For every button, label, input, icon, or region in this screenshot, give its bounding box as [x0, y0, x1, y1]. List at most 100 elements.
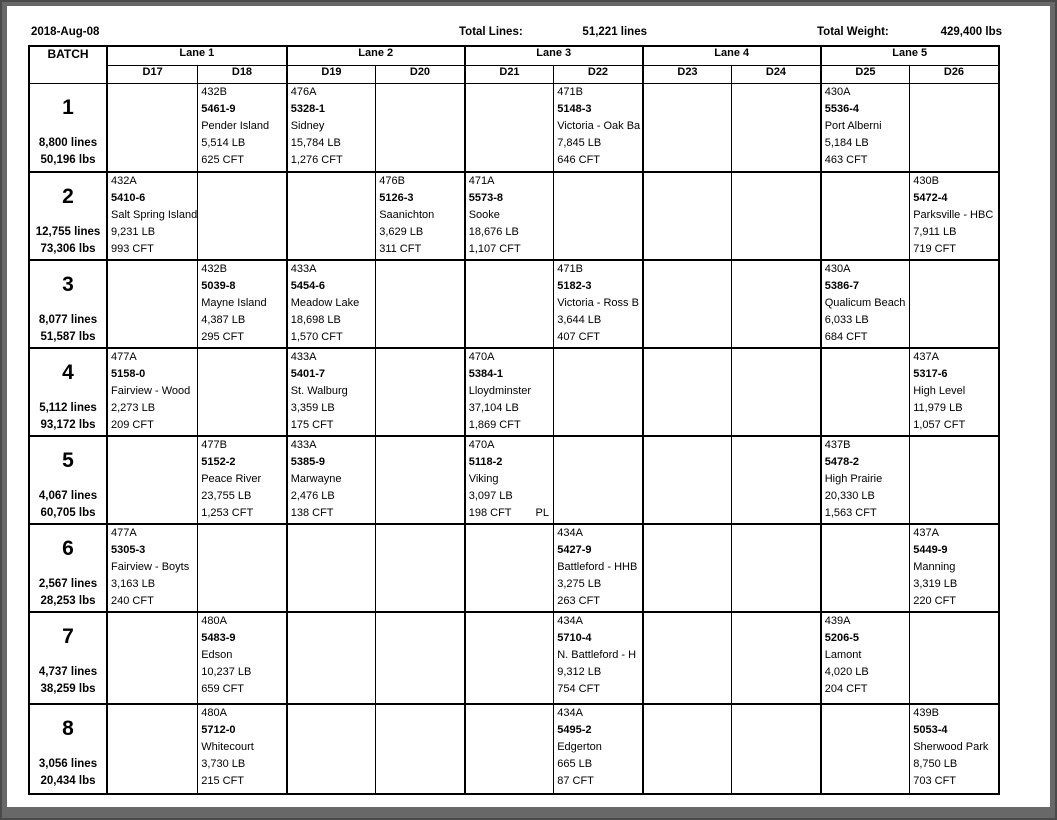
shipment-cell	[819, 171, 911, 261]
route-number: 5449-9	[913, 543, 948, 556]
route-number: 5148-3	[557, 103, 592, 115]
lane-header: Lane 5	[819, 45, 1000, 66]
destination: Sidney	[290, 120, 325, 132]
carrier-code: 470A	[468, 438, 495, 451]
shipment-volume: 311 CFT	[377, 241, 464, 258]
route-number: 5317-6	[913, 367, 948, 380]
volume-value: 1,057 CFT	[913, 418, 966, 431]
volume-value: 263 CFT	[557, 594, 601, 607]
schedule-table: BATCH Lane 1 Lane 2 Lane 3 Lane 4 Lane 5 D17 D1…	[28, 45, 1000, 795]
total-lines-label: Total Lines:	[459, 26, 523, 38]
shipment-cell: 480A 5483-9 Edson 10,237 LB 659 CFT	[197, 611, 288, 705]
batch-row: 4 5,112 lines 93,172 lbs 477A 5158-0 Fairview…	[28, 347, 1000, 437]
volume-value: 1,563 CFT	[824, 506, 877, 519]
shipment-cell: 430B 5472-4 Parksville - HBC 7,911 LB 719 CF…	[909, 171, 1000, 261]
batch-number: 6	[62, 536, 74, 560]
destination: Edson	[201, 648, 233, 661]
shipment-volume: 175 CFT	[289, 417, 375, 434]
shipment-cell: 430A 5386-7 Qualicum Beach 6,033 LB 684 CFT	[819, 259, 911, 349]
shipment-cell	[285, 523, 377, 613]
shipment-volume: 1,107 CFT	[467, 241, 553, 258]
shipment-cell	[463, 259, 555, 349]
shipment-cell: 471B 5182-3 Victoria - Ross B 3,644 LB 407 C…	[553, 259, 644, 349]
shipment-cell: 437B 5478-2 High Prairie 20,330 LB 1,563 CFT	[819, 435, 911, 525]
shipment-cell	[909, 611, 1000, 705]
batch-row: 2 12,755 lines 73,306 lbs 432A 5410-6 Salt Sp…	[28, 171, 1000, 261]
batch-row: 3 8,077 lines 51,587 lbs 432B 5039-8 Mayne Is…	[28, 259, 1000, 349]
shipment-volume: 204 CFT	[823, 681, 909, 698]
volume-value: 659 CFT	[201, 682, 245, 695]
shipment-cell: 434A 5710-4 N. Battleford - H 9,312 LB 754 C…	[553, 611, 644, 705]
shipment-weight: 18,698 LB	[290, 313, 341, 326]
shipment-volume: 209 CFT	[109, 417, 197, 434]
lane-header: Lane 3	[463, 45, 644, 66]
shipment-cell	[641, 259, 733, 349]
destination: Victoria - Oak Ba	[557, 120, 641, 132]
total-weight-label: Total Weight:	[817, 26, 889, 38]
shipment-cell	[909, 259, 1000, 349]
shipment-volume: 87 CFT	[555, 773, 642, 790]
volume-value: 1,570 CFT	[290, 330, 343, 343]
batch-weight: 28,253 lbs	[40, 594, 96, 607]
route-number: 5039-8	[201, 279, 236, 292]
destination: Salt Spring Island	[111, 208, 198, 221]
shipment-weight: 665 LB	[557, 757, 593, 770]
route-number: 5126-3	[379, 191, 414, 204]
total-lines-value: 51,221 lines	[582, 26, 647, 38]
volume-value: 138 CFT	[290, 506, 334, 519]
shipment-cell	[909, 435, 1000, 525]
shipment-cell	[553, 435, 644, 525]
shipment-weight: 20,330 LB	[824, 489, 875, 502]
shipment-volume: 407 CFT	[555, 329, 642, 346]
shipment-cell	[375, 435, 466, 525]
door-header: D25	[819, 65, 911, 84]
route-number: 5478-2	[824, 455, 859, 468]
shipment-cell	[106, 703, 199, 795]
route-number: 5573-8	[468, 191, 503, 204]
route-number: 5182-3	[557, 279, 592, 292]
shipment-cell	[819, 703, 911, 795]
door-header: D19	[285, 65, 377, 84]
shipment-cell: 477A 5305-3 Fairview - Boyts 3,163 LB 240 CF…	[106, 523, 199, 613]
route-number: 5158-0	[111, 367, 146, 380]
destination: Meadow Lake	[290, 296, 360, 309]
route-number: 5152-2	[201, 455, 236, 468]
door-header: D22	[553, 65, 644, 84]
shipment-cell	[375, 703, 466, 795]
volume-value: 87 CFT	[557, 774, 594, 787]
total-weight-value: 429,400 lbs	[940, 26, 1002, 38]
shipment-cell: 432B 5461-9 Pender Island 5,514 LB 625 CFT	[197, 83, 288, 173]
route-number: 5305-3	[111, 543, 146, 556]
shipment-volume: 215 CFT	[199, 773, 286, 790]
batch-cell: 5 4,067 lines 60,705 lbs	[28, 435, 108, 525]
shipment-cell	[641, 171, 733, 261]
batch-number: 4	[62, 360, 74, 384]
carrier-code: 480A	[201, 706, 227, 719]
door-header: D24	[731, 65, 822, 84]
shipment-weight: 11,979 LB	[913, 401, 963, 414]
lane-header: Lane 4	[641, 45, 822, 66]
batch-number: 8	[62, 716, 74, 740]
shipment-volume: 719 CFT	[911, 241, 998, 258]
schedule-page: 2018-Aug-08 Total Lines: 51,221 lines To…	[7, 6, 1050, 807]
carrier-code: 477A	[111, 350, 137, 363]
destination: Port Alberni	[824, 120, 882, 132]
batch-lines: 8,800 lines	[38, 137, 98, 149]
shipment-volume: 263 CFT	[555, 593, 642, 610]
shipment-weight: 15,784 LB	[290, 137, 341, 149]
route-number: 5401-7	[290, 367, 325, 380]
shipment-cell	[375, 611, 466, 705]
batch-row: 8 3,056 lines 20,434 lbs 480A 5712-0 Whitecou…	[28, 703, 1000, 795]
shipment-weight: 3,644 LB	[557, 313, 602, 326]
carrier-code: 432A	[111, 174, 137, 187]
carrier-code: 432B	[201, 262, 227, 275]
shipment-weight: 8,750 LB	[913, 757, 958, 770]
batch-lines: 8,077 lines	[38, 313, 98, 326]
shipment-weight: 10,237 LB	[201, 665, 252, 678]
shipment-cell: 477B 5152-2 Peace River 23,755 LB 1,253 CFT	[197, 435, 288, 525]
shipment-cell	[819, 347, 911, 437]
shipment-weight: 3,629 LB	[379, 225, 424, 238]
batch-number: 5	[62, 448, 74, 472]
batch-weight: 38,259 lbs	[40, 682, 96, 695]
carrier-code: 476B	[379, 174, 405, 187]
